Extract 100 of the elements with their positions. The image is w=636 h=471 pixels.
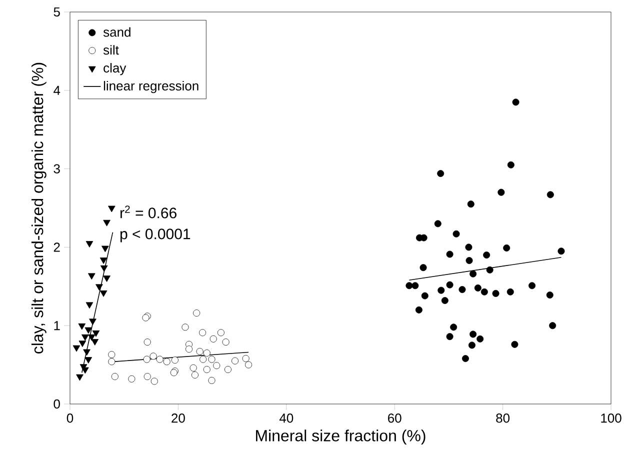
y-tick-label: 3	[54, 164, 60, 174]
point	[438, 286, 445, 294]
point	[465, 244, 472, 251]
legend-label: silt	[103, 45, 119, 55]
y-tick-label: 4	[54, 86, 60, 95]
point	[156, 356, 164, 363]
point	[462, 355, 469, 362]
point	[470, 270, 477, 278]
point	[81, 367, 89, 374]
point	[466, 257, 473, 264]
annotation: r$^{2}$ = 0.66	[120, 206, 176, 218]
point	[96, 284, 103, 291]
point	[421, 292, 428, 300]
x-tick-label: 20	[172, 414, 185, 423]
point	[441, 297, 448, 304]
point	[89, 318, 96, 326]
point	[78, 340, 86, 348]
point	[191, 371, 198, 378]
x-tick-label: 0	[66, 414, 74, 423]
point	[103, 220, 110, 226]
x-tick-label: 80	[496, 414, 510, 423]
point	[480, 288, 488, 296]
point	[446, 333, 454, 340]
point	[232, 357, 239, 364]
point	[549, 322, 556, 330]
y-tick-label: 1	[54, 321, 60, 330]
point	[506, 288, 514, 296]
point	[102, 246, 109, 252]
point	[100, 265, 108, 272]
point	[72, 345, 80, 352]
point	[144, 373, 151, 380]
point	[412, 282, 419, 290]
point	[81, 334, 89, 341]
point	[150, 378, 158, 385]
point	[452, 230, 460, 238]
point	[528, 282, 536, 290]
point	[492, 290, 500, 297]
point	[171, 356, 178, 364]
y-tick-label: 5	[54, 7, 60, 17]
point	[483, 252, 490, 259]
point	[498, 188, 505, 196]
point	[190, 364, 197, 372]
point	[83, 349, 90, 356]
point	[446, 281, 454, 288]
point	[437, 170, 444, 177]
point	[199, 329, 206, 336]
point	[511, 340, 518, 348]
point	[150, 352, 157, 360]
point	[186, 346, 193, 353]
x-tick-label: 60	[388, 414, 402, 423]
point	[474, 284, 482, 292]
y-axis-title: clay, silt or sand-sized organic matter (%)	[31, 62, 46, 354]
point	[78, 323, 86, 330]
point	[470, 330, 477, 338]
point	[467, 200, 474, 208]
point	[420, 264, 427, 272]
point	[213, 362, 220, 370]
x-tick-label: 100	[601, 414, 622, 423]
x-axis-title: Mineral size fraction (%)	[256, 430, 426, 445]
point	[406, 282, 413, 290]
point	[434, 220, 442, 228]
point	[108, 351, 116, 358]
point	[222, 338, 230, 346]
point	[103, 276, 110, 282]
point	[458, 286, 466, 294]
point	[242, 355, 250, 362]
point	[512, 98, 520, 106]
point	[245, 361, 252, 368]
point	[224, 366, 232, 374]
point	[108, 358, 116, 366]
point	[476, 335, 484, 342]
point	[128, 375, 136, 382]
point	[210, 335, 217, 342]
point	[200, 356, 207, 363]
point	[415, 306, 422, 314]
legend-label: linear regression	[104, 80, 198, 94]
point	[546, 191, 554, 198]
point	[546, 292, 554, 299]
y-tick-label: 0	[54, 399, 60, 409]
point	[503, 244, 510, 252]
point	[88, 334, 96, 341]
point	[446, 250, 454, 258]
point	[208, 376, 216, 384]
point	[450, 324, 458, 331]
point	[203, 366, 210, 374]
point	[163, 358, 170, 366]
legend-label: sand	[103, 27, 130, 37]
point	[86, 241, 94, 248]
point	[507, 161, 514, 168]
point	[208, 356, 216, 363]
point	[100, 258, 108, 264]
point	[144, 338, 151, 346]
point	[108, 206, 116, 212]
legend-label: clay	[104, 63, 126, 76]
point	[486, 266, 494, 274]
point	[76, 374, 84, 381]
point	[193, 310, 200, 317]
point	[182, 324, 189, 331]
point	[558, 248, 565, 255]
point	[217, 329, 224, 336]
